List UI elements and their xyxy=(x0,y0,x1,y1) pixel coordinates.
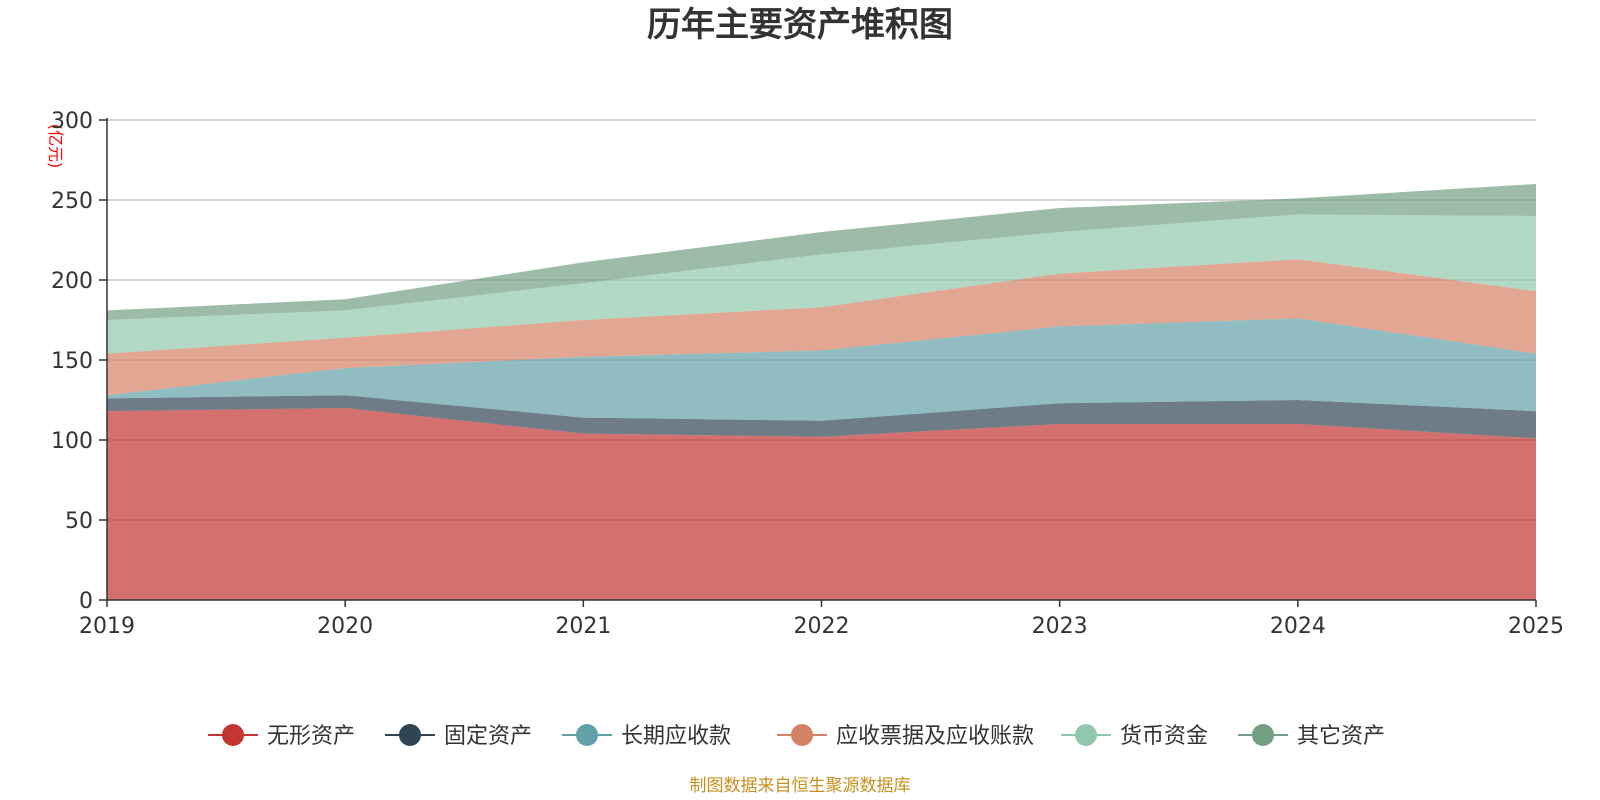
area-series-4 xyxy=(107,214,1536,354)
y-tick-label: 100 xyxy=(51,429,93,454)
chart-title: 历年主要资产堆积图 xyxy=(647,5,953,45)
x-tick-label: 2020 xyxy=(317,614,373,639)
legend-marker-icon xyxy=(399,724,421,746)
legend-label: 无形资产 xyxy=(267,724,355,749)
legend-label: 其它资产 xyxy=(1297,724,1385,749)
x-tick-label: 2024 xyxy=(1270,614,1326,639)
y-tick-label: 50 xyxy=(65,509,93,534)
x-tick-label: 2023 xyxy=(1032,614,1088,639)
y-tick-label: 300 xyxy=(51,109,93,134)
area-series-2 xyxy=(107,318,1536,421)
legend-item-2[interactable]: 长期应收款 xyxy=(562,724,731,749)
legend-marker-icon xyxy=(1075,724,1097,746)
x-tick-label: 2021 xyxy=(555,614,611,639)
legend-item-0[interactable]: 无形资产 xyxy=(208,724,355,749)
legend[interactable]: 无形资产 固定资产 长期应收款 应收票据及应收账款 货币资金 其它资产 xyxy=(208,724,1385,749)
y-tick-label: 250 xyxy=(51,189,93,214)
x-tick-label: 2025 xyxy=(1508,614,1564,639)
legend-label: 货币资金 xyxy=(1120,724,1208,749)
data-source-note: 制图数据来自恒生聚源数据库 xyxy=(690,776,911,796)
legend-label: 应收票据及应收账款 xyxy=(836,724,1034,749)
area-series-3 xyxy=(107,259,1536,396)
x-tick-label: 2022 xyxy=(794,614,850,639)
x-tick-label: 2019 xyxy=(79,614,135,639)
area-series-5 xyxy=(107,184,1536,320)
y-tick-label: 0 xyxy=(79,589,93,614)
legend-marker-icon xyxy=(1252,724,1274,746)
legend-item-1[interactable]: 固定资产 xyxy=(385,724,532,749)
y-tick-label: 200 xyxy=(51,269,93,294)
legend-label: 长期应收款 xyxy=(621,724,731,749)
y-tick-label: 150 xyxy=(51,349,93,374)
legend-marker-icon xyxy=(222,724,244,746)
area-series-1 xyxy=(107,395,1536,439)
legend-marker-icon xyxy=(576,724,598,746)
area-series-0 xyxy=(107,408,1536,600)
y-axis-unit-label: (亿元) xyxy=(46,124,65,169)
legend-item-3[interactable]: 应收票据及应收账款 xyxy=(777,724,1034,749)
legend-marker-icon xyxy=(791,724,813,746)
legend-label: 固定资产 xyxy=(444,724,532,749)
legend-item-4[interactable]: 货币资金 xyxy=(1061,724,1208,749)
axes: 0 50 100 150 200 250 300 2019 2020 2021 2022 2023 20… xyxy=(51,109,1564,639)
area-series-group xyxy=(107,184,1536,600)
legend-item-5[interactable]: 其它资产 xyxy=(1238,724,1385,749)
